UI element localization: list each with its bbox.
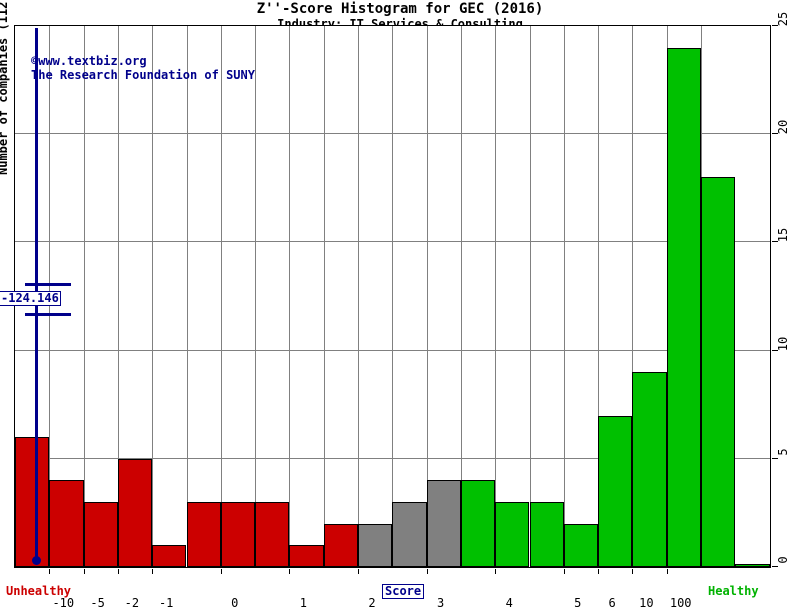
gridline-x-11	[392, 26, 394, 567]
bar-b15	[495, 502, 530, 567]
x-tick-9	[563, 569, 565, 574]
gridline-x-17	[598, 26, 600, 567]
x-tick-label-100: 100	[669, 596, 692, 610]
bar-b1	[15, 437, 50, 567]
unhealthy-label: Unhealthy	[6, 584, 72, 598]
y-tick-15	[772, 241, 778, 243]
watermark: ©www.textbiz.org The Research Foundation…	[31, 54, 255, 82]
gridline-x-16	[563, 26, 565, 567]
bar-b8	[255, 502, 290, 567]
gridline-x-5	[186, 26, 188, 567]
y-tick-label-10: 10	[776, 336, 790, 351]
histogram-bars	[15, 26, 770, 567]
bar-b14	[460, 480, 496, 567]
y-tick-label-25: 25	[776, 11, 790, 27]
bar-b11	[358, 523, 393, 567]
x-tick-label--5: -5	[90, 596, 105, 610]
bar-b21	[701, 177, 736, 567]
bar-b18	[598, 415, 633, 567]
gridline-x-9	[323, 26, 325, 567]
gridline-x-18	[632, 26, 634, 567]
watermark-line-1: ©www.textbiz.org	[31, 54, 147, 68]
x-tick-6	[358, 569, 359, 574]
company-marker-dot	[32, 556, 41, 565]
gridline-x-12	[426, 26, 428, 567]
bar-b10	[323, 523, 358, 567]
x-tick-4	[220, 569, 222, 574]
chart-title: Z''-Score Histogram for GEC (2016)	[256, 1, 544, 17]
x-tick-1	[83, 569, 85, 574]
x-tick-label--10: -10	[52, 596, 75, 610]
bar-b12	[392, 502, 427, 567]
bar-b19	[632, 372, 667, 567]
bar-b2	[49, 480, 84, 567]
y-tick-5	[772, 457, 778, 459]
gridline-x-4	[152, 26, 154, 567]
x-tick-label-2: 2	[368, 596, 376, 610]
company-marker-cap-bottom	[25, 313, 71, 316]
x-tick-label-10: 10	[639, 596, 654, 610]
x-tick-11	[632, 569, 634, 574]
bar-b4	[117, 458, 153, 567]
bar-b6	[186, 502, 221, 567]
gridline-x-14	[495, 26, 497, 567]
bar-b5	[152, 545, 187, 567]
gridline-x-15	[529, 26, 531, 567]
gridline-x-2	[83, 26, 85, 567]
x-tick-label-3: 3	[436, 596, 445, 610]
y-tick-label-20: 20	[776, 119, 790, 135]
bar-b13	[426, 480, 461, 567]
gridline-x-13	[460, 26, 462, 567]
x-tick-label-5: 5	[574, 596, 582, 610]
company-marker-label: -124.146	[0, 291, 61, 306]
y-tick-label-15: 15	[776, 228, 790, 243]
x-tick-12	[666, 569, 668, 574]
bar-b20	[666, 47, 701, 567]
x-tick-label-4: 4	[505, 596, 513, 610]
x-tick-label-6: 6	[608, 596, 616, 610]
x-tick-8	[495, 569, 497, 574]
gridline-x-3	[117, 26, 119, 567]
gridline-x-10	[358, 26, 359, 567]
x-axis-title: Score	[382, 584, 425, 599]
x-tick-label-1: 1	[299, 596, 308, 610]
y-tick-label-0: 0	[776, 556, 790, 564]
x-tick-label--2: -2	[124, 596, 140, 610]
bar-b3	[83, 502, 118, 567]
gridline-x-8	[289, 26, 291, 567]
company-marker-cap-top	[25, 283, 71, 286]
gridline-x-6	[220, 26, 222, 567]
x-tick-3	[152, 569, 154, 574]
gridline-x-7	[255, 26, 257, 567]
y-tick-10	[772, 349, 778, 351]
watermark-line-2: The Research Foundation of SUNY	[31, 68, 255, 82]
x-tick-label-0: 0	[231, 596, 239, 610]
x-tick-2	[117, 569, 119, 574]
healthy-label: Healthy	[708, 584, 759, 598]
x-tick-label--1: -1	[158, 596, 174, 610]
plot-area: -124.146 ©www.textbiz.org The Research F…	[0, 12, 790, 610]
y-tick-20	[772, 133, 778, 135]
y-tick-label-5: 5	[776, 448, 790, 456]
bar-tail-overflow	[735, 564, 770, 567]
x-tick-5	[289, 569, 291, 574]
bar-b17	[563, 523, 599, 567]
x-tick-7	[426, 569, 428, 574]
y-tick-25	[772, 25, 778, 26]
y-tick-0	[772, 566, 778, 567]
x-tick-0	[49, 569, 51, 574]
x-tick-10	[598, 569, 600, 574]
bar-b16	[529, 502, 564, 567]
bar-b7	[220, 502, 256, 567]
bar-b9	[289, 545, 324, 567]
y-axis-title: Number of companies (112 total)	[0, 0, 10, 175]
